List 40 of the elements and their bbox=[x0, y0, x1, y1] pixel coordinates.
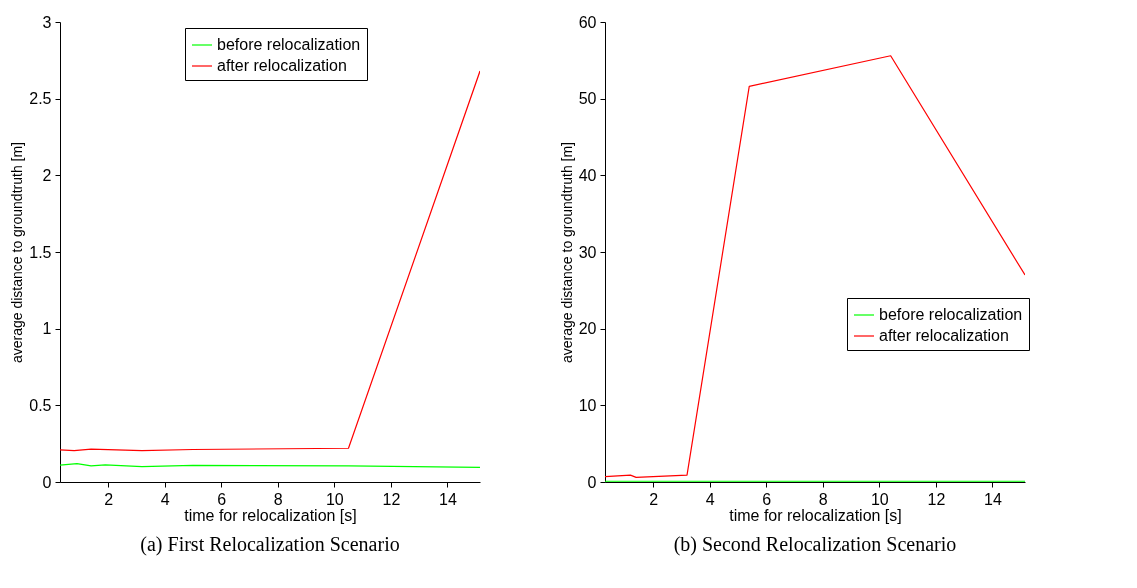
text: (a) First Relocalization Scenario bbox=[140, 533, 400, 556]
x-tick-label: 8 bbox=[818, 490, 828, 508]
x-tick-label: 12 bbox=[927, 490, 946, 508]
y-tick-label: 0.5 bbox=[29, 396, 52, 414]
x-tick-label: 2 bbox=[649, 490, 659, 508]
text: (b) Second Relocalization Scenario bbox=[673, 533, 957, 556]
x-tick-label: 12 bbox=[382, 490, 401, 508]
y-tick-label: 50 bbox=[578, 90, 597, 108]
y-tick-label: 0 bbox=[587, 473, 597, 491]
x-tick-label: 10 bbox=[870, 490, 889, 508]
y-axis-title: average distance to groundtruth [m] bbox=[9, 141, 26, 364]
x-tick-label: 8 bbox=[273, 490, 283, 508]
y-axis-title: average distance to groundtruth [m] bbox=[558, 141, 575, 364]
x-tick-label: 4 bbox=[705, 490, 715, 508]
y-tick-label: 1 bbox=[42, 320, 52, 338]
legend-label: before relocalization bbox=[217, 36, 361, 53]
legend-label: after relocalization bbox=[217, 57, 347, 74]
y-tick-label: 20 bbox=[578, 320, 597, 338]
legend-label: before relocalization bbox=[879, 306, 1023, 323]
x-tick-label: 4 bbox=[160, 490, 170, 508]
x-axis-title: time for relocalization [s] bbox=[729, 506, 902, 524]
line-series bbox=[605, 55, 1025, 478]
x-axis-title: time for relocalization [s] bbox=[184, 506, 357, 524]
line-series bbox=[60, 70, 480, 452]
y-tick-label: 30 bbox=[578, 243, 597, 261]
y-tick-label: 1.5 bbox=[29, 243, 52, 261]
y-tick-label: 3 bbox=[42, 13, 52, 31]
y-tick-label: 2.5 bbox=[29, 90, 52, 108]
x-tick-label: 6 bbox=[217, 490, 227, 508]
y-tick-label: 40 bbox=[578, 166, 597, 184]
x-tick-label: 2 bbox=[104, 490, 114, 508]
x-tick-label: 6 bbox=[762, 490, 772, 508]
legend-label: after relocalization bbox=[879, 327, 1009, 344]
y-tick-label: 60 bbox=[578, 13, 597, 31]
x-tick-label: 14 bbox=[984, 490, 1002, 508]
x-tick-label: 14 bbox=[439, 490, 457, 508]
x-tick-label: 10 bbox=[325, 490, 344, 508]
y-tick-label: 10 bbox=[578, 396, 597, 414]
y-tick-label: 2 bbox=[42, 166, 52, 184]
y-tick-label: 0 bbox=[42, 473, 52, 491]
